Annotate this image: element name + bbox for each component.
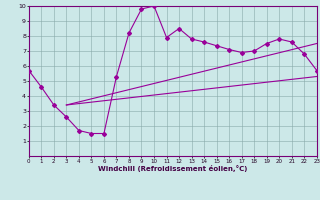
X-axis label: Windchill (Refroidissement éolien,°C): Windchill (Refroidissement éolien,°C) xyxy=(98,165,247,172)
